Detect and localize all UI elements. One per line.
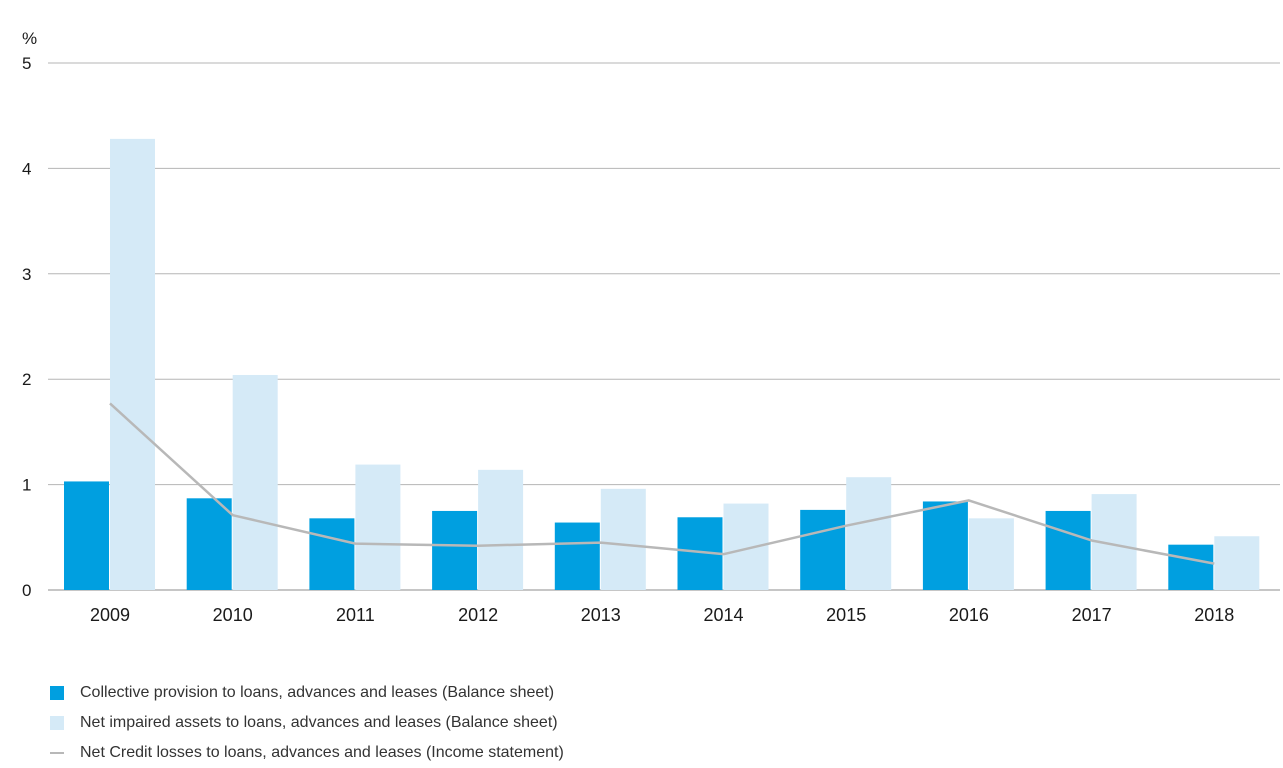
legend-item-net-credit-losses: Net Credit losses to loans, advances and… bbox=[50, 738, 564, 768]
bar-net-impaired-assets-2016 bbox=[969, 518, 1014, 590]
legend: Collective provision to loans, advances … bbox=[50, 678, 564, 768]
x-axis-ticks: 2009 2010 2011 2012 2013 2014 2015 2016 2017 2018 bbox=[90, 605, 1234, 625]
bar-net-impaired-assets-2012 bbox=[478, 470, 523, 590]
bar-collective-provision-2015 bbox=[800, 510, 845, 590]
bar-net-impaired-assets-2018 bbox=[1214, 536, 1259, 590]
y-tick-label-1: 1 bbox=[22, 476, 31, 495]
y-tick-label-0: 0 bbox=[22, 581, 31, 600]
bar-net-impaired-assets-2015 bbox=[846, 477, 891, 590]
bar-collective-provision-2013 bbox=[555, 523, 600, 590]
y-tick-label-5: 5 bbox=[22, 54, 31, 73]
legend-label-net-impaired-assets: Net impaired assets to loans, advances a… bbox=[80, 714, 558, 732]
chart-svg: % 0 1 2 3 4 5 2009 2010 2011 2012 2013 2014 2015 201… bbox=[0, 0, 1283, 676]
bar-collective-provision-2012 bbox=[432, 511, 477, 590]
x-tick-label-2016: 2016 bbox=[949, 605, 989, 625]
y-tick-label-4: 4 bbox=[22, 159, 31, 178]
bar-collective-provision-2009 bbox=[64, 481, 109, 590]
bar-net-impaired-assets-2010 bbox=[233, 375, 278, 590]
y-tick-label-2: 2 bbox=[22, 370, 31, 389]
legend-label-net-credit-losses: Net Credit losses to loans, advances and… bbox=[80, 744, 564, 762]
x-tick-label-2013: 2013 bbox=[581, 605, 621, 625]
legend-swatch-collective-provision bbox=[50, 686, 64, 700]
x-tick-label-2015: 2015 bbox=[826, 605, 866, 625]
bar-collective-provision-2010 bbox=[187, 498, 232, 590]
chart-container: % 0 1 2 3 4 5 2009 2010 2011 2012 2013 2014 2015 201… bbox=[0, 0, 1283, 736]
bar-collective-provision-2017 bbox=[1046, 511, 1091, 590]
y-axis-unit-label: % bbox=[22, 29, 37, 48]
x-tick-label-2017: 2017 bbox=[1072, 605, 1112, 625]
x-tick-label-2018: 2018 bbox=[1194, 605, 1234, 625]
x-tick-label-2009: 2009 bbox=[90, 605, 130, 625]
bar-collective-provision-2018 bbox=[1168, 545, 1213, 590]
x-tick-label-2010: 2010 bbox=[213, 605, 253, 625]
bar-net-impaired-assets-2013 bbox=[601, 489, 646, 590]
y-axis-ticks: 0 1 2 3 4 5 bbox=[22, 54, 31, 600]
bar-net-impaired-assets-2009 bbox=[110, 139, 155, 590]
bars bbox=[64, 139, 1259, 590]
legend-item-net-impaired-assets: Net impaired assets to loans, advances a… bbox=[50, 708, 564, 738]
legend-swatch-net-impaired-assets bbox=[50, 716, 64, 730]
x-tick-label-2011: 2011 bbox=[336, 605, 375, 625]
x-tick-label-2014: 2014 bbox=[703, 605, 743, 625]
y-tick-label-3: 3 bbox=[22, 265, 31, 284]
bar-collective-provision-2011 bbox=[309, 518, 354, 590]
bar-collective-provision-2016 bbox=[923, 501, 968, 590]
x-tick-label-2012: 2012 bbox=[458, 605, 498, 625]
legend-swatch-net-credit-losses bbox=[50, 752, 64, 754]
bar-net-impaired-assets-2014 bbox=[724, 504, 769, 590]
bar-net-impaired-assets-2011 bbox=[355, 465, 400, 590]
legend-item-collective-provision: Collective provision to loans, advances … bbox=[50, 678, 564, 708]
legend-label-collective-provision: Collective provision to loans, advances … bbox=[80, 684, 554, 702]
